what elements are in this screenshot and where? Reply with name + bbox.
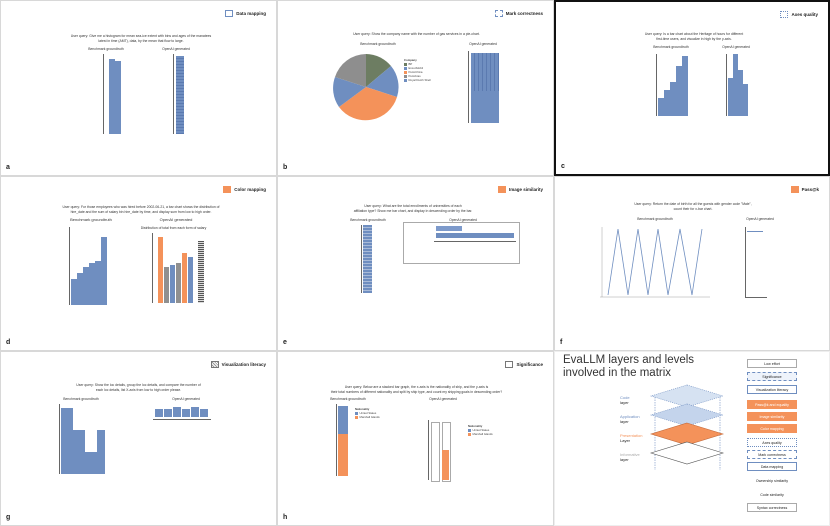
panel-e-right-chart	[403, 222, 520, 264]
panel-g-left-title: Benchmark groundtruth	[63, 397, 99, 401]
panel-b-right-title: OpenAI generated	[469, 42, 497, 46]
panel-b-query: User query: Show the company name with t…	[353, 32, 480, 36]
panel-h-right-chart	[428, 420, 458, 495]
panel-f-badge: Pass@k	[790, 186, 819, 193]
badge-swatch	[780, 11, 789, 18]
panel-c-badge: Axes quality	[780, 11, 818, 18]
level-10: Code similarity	[760, 492, 784, 497]
level-4: Image similarity	[747, 412, 797, 421]
panel-c-right-chart	[726, 54, 750, 124]
badge-swatch	[223, 186, 232, 193]
layer-label-application: Application layer	[620, 414, 640, 424]
panel-h: Significance User query: Below are a sta…	[277, 351, 554, 526]
panel-g-right-title: OpenAI generated	[172, 397, 200, 401]
panel-g-right-chart	[153, 407, 213, 437]
panel-c-query: User query: Is a bar chart about the Her…	[644, 32, 744, 41]
badge-swatch	[790, 186, 799, 193]
level-2: Visualization literacy	[747, 385, 797, 394]
panel-g-badge: Visualization literacy	[210, 361, 266, 368]
panel-e: Image similarity User query: What are th…	[277, 176, 554, 351]
diagram-title: EvaLLM layers and levels involved in the…	[563, 354, 695, 379]
panel-h-query: User query: Below are a stacked bar grap…	[330, 385, 503, 394]
panel-d: Color mapping User query: For those empl…	[0, 176, 277, 351]
panel-c-left-title: Benchmark groundtruth	[653, 45, 689, 49]
panel-a-left-title: Benchmark groundtruth	[88, 47, 124, 51]
panel-h-left-chart	[336, 404, 376, 484]
panel-a-badge: Data mapping	[225, 10, 266, 17]
panel-d-left-title: Benchmark groundtruth	[70, 217, 112, 222]
panel-c: Axes quality User query: Is a bar chart …	[554, 0, 830, 176]
panel-a-right-chart	[171, 54, 191, 134]
panel-h-right-title: OpenAI generated	[429, 397, 457, 401]
level-9: Ownership similarity	[755, 478, 789, 483]
panel-e-query: User query: What are the total enrollmen…	[353, 204, 473, 213]
panel-a-right-title: OpenAI generated	[162, 47, 190, 51]
panel-h-right-legend: Nationality United States Marshall Islan…	[468, 424, 493, 436]
panel-a: Data mapping User query: Give me a histo…	[0, 0, 277, 176]
panel-f-right-chart	[745, 227, 770, 307]
panel-b-left-title: Benchmark groundtruth	[360, 42, 396, 46]
panel-h-label: h	[283, 514, 288, 521]
level-6: Axes quality	[747, 438, 797, 447]
panel-g-left-chart	[59, 404, 111, 479]
level-8: Data mapping	[747, 462, 797, 471]
panel-b: Mark correctness User query: Show the co…	[277, 0, 554, 176]
level-3: Pass@k and equality	[747, 400, 797, 409]
panel-f-query: User query: Return the date of birth for…	[634, 202, 752, 211]
layer-label-presentation: Presentation Layer	[620, 433, 643, 443]
panel-g-label: g	[6, 514, 11, 521]
pie-chart	[333, 54, 399, 121]
panel-e-left-chart	[361, 225, 381, 300]
panel-e-label: e	[283, 339, 287, 346]
panel-d-query: User query: For those employees who was …	[62, 205, 220, 214]
panel-c-label: c	[561, 163, 565, 170]
panel-g: Visualization literacy User query: Show …	[0, 351, 277, 526]
badge-swatch	[210, 361, 219, 368]
panel-h-left-legend: Nationality United States Marshall Islan…	[355, 407, 380, 419]
panel-b-label: b	[283, 164, 288, 171]
panel-a-query: User query: Give me a histogram for mean…	[70, 34, 212, 43]
pie-legend: Company BP ExxonMobil PetroChina Petrobr…	[404, 58, 431, 82]
layer-stack-diagram	[649, 384, 725, 470]
panel-d-right-chart	[138, 233, 213, 313]
panel-f-left-title: Benchmark groundtruth	[637, 217, 673, 221]
level-1: Significance	[747, 372, 797, 381]
panel-g-query: User query: Show the loc details, group …	[76, 383, 201, 392]
panel-c-right-title: OpenAI generated	[722, 45, 750, 49]
panel-d-chart-title: Distribution of total from each form of …	[140, 226, 207, 230]
panel-f-left-line	[600, 227, 710, 298]
panel-a-label: a	[6, 164, 10, 171]
badge-swatch	[494, 10, 503, 17]
panel-d-label: d	[6, 339, 11, 346]
panel-e-left-title: Benchmark groundtruth	[350, 218, 386, 222]
layer-label-informative: Informative layer	[620, 452, 640, 462]
panel-b-right-chart	[468, 51, 503, 126]
level-5: Color mapping	[747, 424, 797, 433]
panel-f-right-title: OpenAI generated	[746, 217, 774, 221]
panel-d-right-title: OpenAI generated	[159, 217, 193, 222]
level-11: Syntax correctness	[747, 503, 797, 512]
panel-e-badge: Image similarity	[497, 186, 543, 193]
panel-f-label: f	[560, 339, 563, 346]
panel-d-badge: Color mapping	[223, 186, 266, 193]
badge-swatch	[505, 361, 514, 368]
panel-d-left-chart	[69, 227, 111, 312]
level-0: Low effort	[747, 359, 797, 368]
panel-b-badge: Mark correctness	[494, 10, 543, 17]
layer-label-code: Code layer	[620, 395, 630, 405]
panel-h-left-title: Benchmark groundtruth	[330, 397, 366, 401]
panel-f: Pass@k User query: Return the date of bi…	[554, 176, 830, 351]
panel-e-right-title: OpenAI generated	[449, 218, 477, 222]
badge-swatch	[225, 10, 234, 17]
panel-a-left-chart	[101, 54, 131, 134]
level-7: Mark correctness	[747, 450, 797, 459]
badge-swatch	[497, 186, 506, 193]
panel-h-badge: Significance	[505, 361, 543, 368]
panel-c-left-chart	[656, 54, 691, 124]
